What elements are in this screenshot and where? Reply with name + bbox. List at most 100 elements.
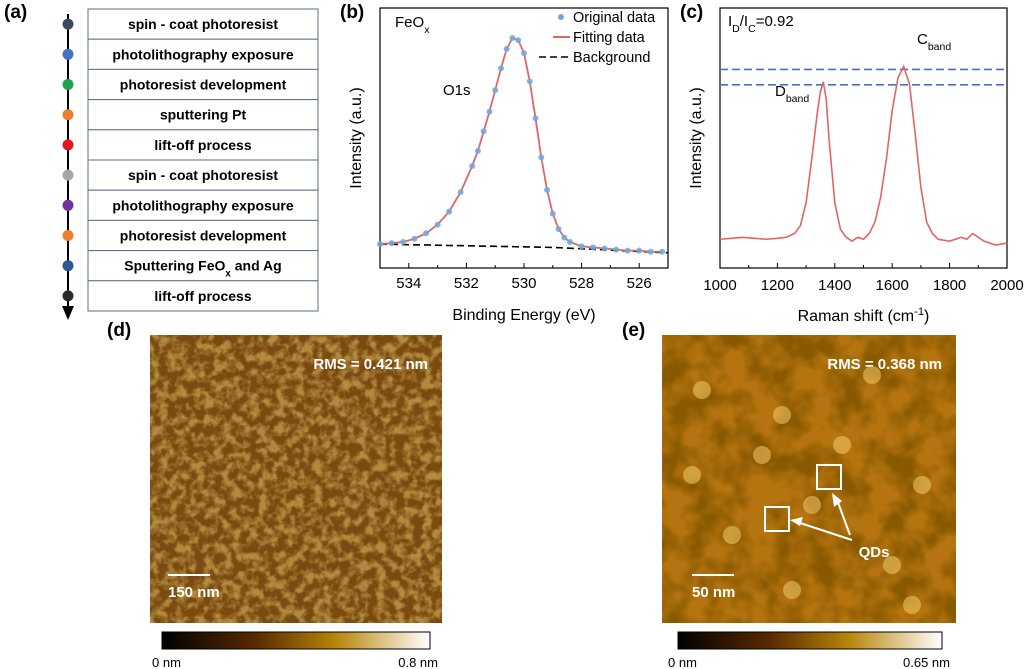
step-dot-icon <box>62 260 74 272</box>
data-point <box>544 186 551 193</box>
peak-label-c-band: Cband <box>917 31 951 53</box>
x-tick-label: 530 <box>511 275 536 292</box>
afm-topography <box>662 335 956 623</box>
colorbar-max-label: 0.65 nm <box>903 655 950 669</box>
rms-label: RMS = 0.421 nm <box>313 356 428 373</box>
data-point <box>515 37 522 44</box>
data-point <box>567 238 574 245</box>
process-step-label: lift-off process <box>154 137 251 153</box>
panel-label-a: (a) <box>4 2 28 23</box>
chart-title: FeOx <box>395 14 430 36</box>
data-point <box>613 246 620 253</box>
scale-bar-label: 50 nm <box>692 584 735 601</box>
data-point <box>659 248 666 255</box>
afm-image-e: RMS = 0.368 nm 50 nm 0 nm 0.65 nm QDs <box>662 335 956 669</box>
x-tick-label: 1800 <box>933 277 966 294</box>
qd-highlight-box <box>764 506 790 532</box>
afm-bright-spot <box>753 446 771 464</box>
afm-bright-spot <box>883 556 901 574</box>
data-point <box>480 128 487 135</box>
scale-bar-label: 150 nm <box>168 584 220 601</box>
data-point <box>549 210 556 217</box>
data-point <box>377 241 383 248</box>
data-point <box>624 247 631 254</box>
data-point <box>561 234 568 241</box>
data-point <box>492 87 499 94</box>
afm-bright-spot <box>783 581 801 599</box>
process-step-label: photolithography exposure <box>112 46 293 62</box>
process-step-label: spin - coat photoresist <box>128 16 278 32</box>
step-dot-icon <box>62 48 74 60</box>
x-tick-label: 1000 <box>703 277 736 294</box>
panel-label-e: (e) <box>622 320 646 341</box>
raman-chart: 1000 1200 1400 1600 1800 2000 Raman shift (cm-… <box>688 7 1024 325</box>
colorbar-min-label: 0 nm <box>152 655 181 669</box>
data-point <box>423 230 430 237</box>
afm-bright-spot <box>773 406 791 424</box>
data-point <box>590 244 597 251</box>
process-step-label: photolithography exposure <box>112 197 293 213</box>
qd-highlight-box <box>816 464 842 490</box>
process-step-box <box>87 250 319 282</box>
colorbar-max-label: 0.8 nm <box>398 655 438 669</box>
process-step-label: spin - coat photoresist <box>128 167 278 183</box>
process-step-box <box>87 99 319 131</box>
data-point <box>601 245 608 252</box>
y-axis-label: Intensity (a.u.) <box>688 87 705 188</box>
x-tick-label: 1600 <box>876 277 909 294</box>
data-point <box>474 147 481 154</box>
step-dot-icon <box>62 139 74 151</box>
afm-bright-spot <box>723 526 741 544</box>
step-dot-icon <box>62 230 74 241</box>
data-point <box>636 247 643 254</box>
arrow-head-icon <box>832 493 842 507</box>
process-step-box <box>87 68 319 101</box>
peak-label-d-band: Dband <box>775 83 809 105</box>
process-step-box <box>87 189 319 221</box>
step-dot-icon <box>62 109 74 121</box>
qd-arrow-line <box>793 520 853 541</box>
step-dot-icon <box>62 18 74 30</box>
afm-bright-spot <box>693 381 711 399</box>
plot-frame <box>379 7 669 269</box>
afm-topography <box>150 335 442 623</box>
panel-label-b: (b) <box>340 2 365 23</box>
afm-bright-spot <box>913 476 931 494</box>
plot-frame <box>719 7 1008 269</box>
legend-label-fitting: Fitting data <box>573 30 646 46</box>
data-point <box>538 154 545 161</box>
colorbar <box>161 631 431 650</box>
data-point <box>486 108 493 115</box>
process-step-label: sputtering Pt <box>160 107 247 123</box>
legend-label-background: Background <box>573 50 650 66</box>
process-step-box <box>87 38 319 70</box>
process-step-label: lift-off process <box>154 288 251 304</box>
step-dot-icon <box>62 79 74 90</box>
process-step-box <box>87 129 319 161</box>
data-point <box>532 115 539 122</box>
raman-spectrum-line <box>719 64 1008 246</box>
data-point <box>400 238 407 245</box>
x-axis-label: Binding Energy (eV) <box>452 307 595 324</box>
peak-label-o1s: O1s <box>443 82 471 99</box>
rms-label: RMS = 0.368 nm <box>827 356 942 373</box>
colorbar-min-label: 0 nm <box>668 655 697 669</box>
legend-marker-original <box>558 14 564 20</box>
afm-image-d: RMS = 0.421 nm 150 nm 0 nm 0.8 nm <box>150 335 442 669</box>
data-point <box>434 221 441 228</box>
x-tick-label: 526 <box>627 275 652 292</box>
process-step-label: photoresist development <box>120 228 287 244</box>
x-tick-label: 528 <box>569 275 594 292</box>
data-point <box>647 248 654 255</box>
process-flow-diagram: spin - coat photoresist photolithography … <box>62 8 319 320</box>
colorbar <box>677 631 943 650</box>
x-tick-label: 1400 <box>818 277 851 294</box>
x-tick-label: 532 <box>454 275 479 292</box>
process-step-box <box>87 280 319 312</box>
arrow-head-icon <box>790 517 803 526</box>
arrow-head-icon <box>62 306 74 320</box>
panel-label-c: (c) <box>680 2 704 23</box>
step-dot-icon <box>62 169 74 181</box>
data-point <box>578 243 585 250</box>
data-point <box>411 235 418 242</box>
